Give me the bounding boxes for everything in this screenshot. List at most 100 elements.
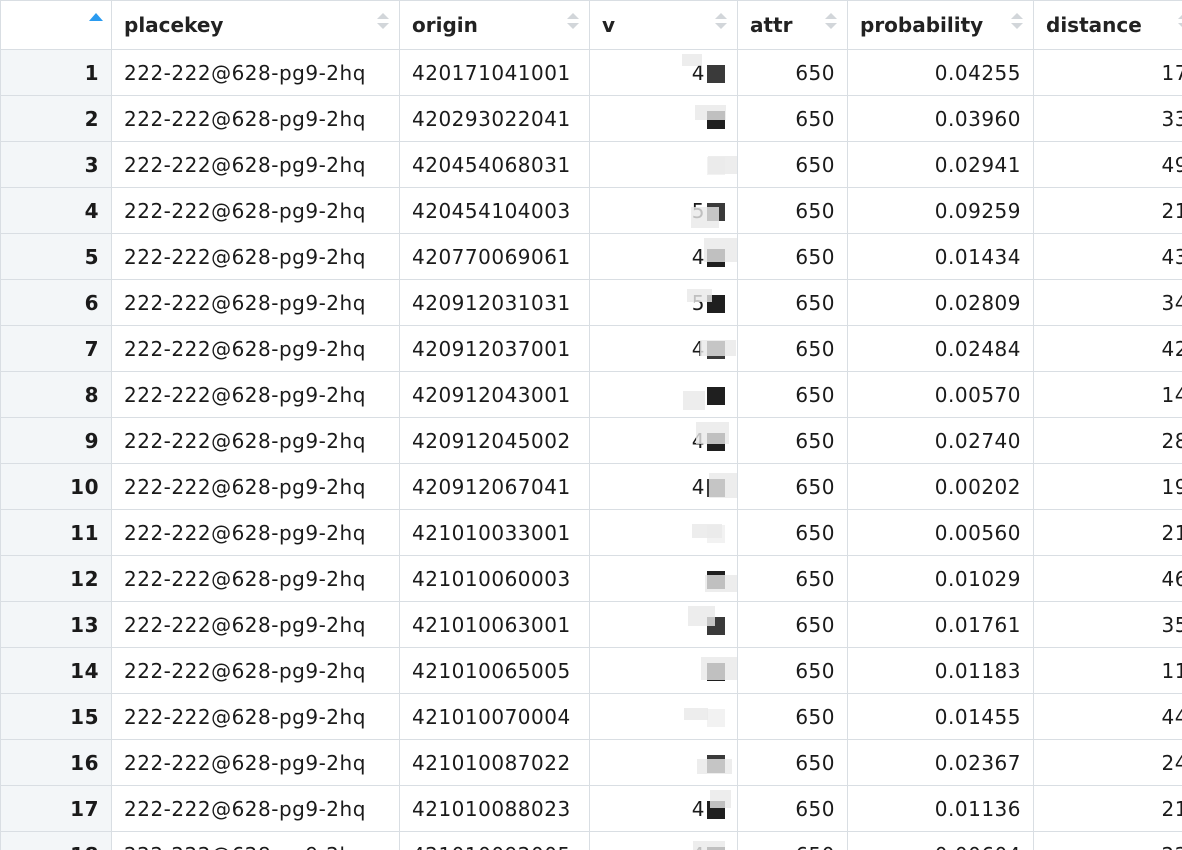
row-index-value: 5 (84, 244, 99, 269)
row-index-value: 11 (70, 520, 99, 545)
cell-placekey-value: 222-222@628-pg9-2hq (124, 612, 366, 637)
table-row[interactable]: 15 222-222@628-pg9-2hq 421010070004 650 0.01… (0, 693, 1182, 740)
table-row[interactable]: 8 222-222@628-pg9-2hq 420912043001 650 0.005… (0, 371, 1182, 418)
cell-origin-value: 421010063001 (412, 612, 571, 637)
cell-v (589, 371, 738, 418)
cell-distance-value: 24 (1161, 750, 1182, 775)
cell-origin: 420912045002 (399, 417, 590, 464)
cell-placekey-value: 222-222@628-pg9-2hq (124, 520, 366, 545)
sort-toggle-icon[interactable] (567, 11, 579, 33)
redaction-smudge (710, 790, 731, 808)
row-index: 6 (0, 279, 112, 326)
sort-toggle-icon[interactable] (825, 11, 837, 33)
table-row[interactable]: 11 222-222@628-pg9-2hq 421010033001 650 0.00… (0, 509, 1182, 556)
column-header-origin[interactable]: origin (399, 0, 590, 50)
cell-probability: 0.02809 (847, 279, 1034, 326)
cell-v (589, 601, 738, 648)
cell-placekey: 222-222@628-pg9-2hq (111, 555, 400, 602)
cell-attr: 650 (737, 785, 848, 832)
cell-probability: 0.09259 (847, 187, 1034, 234)
cell-v (589, 141, 738, 188)
cell-v-value: 4 (691, 60, 705, 85)
cell-probability-value: 0.00570 (934, 382, 1021, 407)
cell-distance-value: 42 (1161, 336, 1182, 361)
sort-toggle-icon[interactable] (715, 11, 727, 33)
cell-distance: 21 (1033, 509, 1182, 556)
cell-attr-value: 650 (795, 796, 835, 821)
column-label-distance: distance (1046, 13, 1142, 37)
table-row[interactable]: 12 222-222@628-pg9-2hq 421010060003 650 0.01… (0, 555, 1182, 602)
cell-distance: 28 (1033, 417, 1182, 464)
cell-attr: 650 (737, 739, 848, 786)
sort-ascending-icon[interactable] (89, 13, 103, 21)
cell-attr-value: 650 (795, 474, 835, 499)
cell-placekey: 222-222@628-pg9-2hq (111, 693, 400, 740)
cell-origin-value: 421010092005 (412, 843, 571, 850)
column-header-index[interactable] (0, 0, 112, 50)
cell-placekey: 222-222@628-pg9-2hq (111, 325, 400, 372)
cell-placekey: 222-222@628-pg9-2hq (111, 371, 400, 418)
row-index-value: 12 (70, 566, 99, 591)
cell-attr: 650 (737, 95, 848, 142)
row-index-value: 3 (84, 152, 99, 177)
table-row[interactable]: 14 222-222@628-pg9-2hq 421010065005 650 0.01… (0, 647, 1182, 694)
sort-toggle-icon[interactable] (1011, 11, 1023, 33)
cell-distance: 42 (1033, 325, 1182, 372)
table-row[interactable]: 17 222-222@628-pg9-2hq 421010088023 4 650 0.0… (0, 785, 1182, 832)
row-index-value: 18 (70, 843, 99, 850)
cell-attr-value: 650 (795, 520, 835, 545)
cell-attr-value: 650 (795, 152, 835, 177)
cell-placekey-value: 222-222@628-pg9-2hq (124, 474, 366, 499)
column-header-distance[interactable]: distance (1033, 0, 1182, 50)
sort-toggle-icon[interactable] (377, 11, 389, 33)
table-row[interactable]: 1 222-222@628-pg9-2hq 420171041001 4 650 0.04… (0, 49, 1182, 96)
redaction-smudge (688, 606, 715, 626)
sort-toggle-icon[interactable] (1178, 11, 1182, 33)
cell-distance: 22 (1033, 831, 1182, 850)
row-index-value: 4 (84, 198, 99, 223)
table-row[interactable]: 10 222-222@628-pg9-2hq 420912067041 4 650 0.0… (0, 463, 1182, 510)
table-row[interactable]: 13 222-222@628-pg9-2hq 421010063001 650 0.01… (0, 601, 1182, 648)
cell-origin: 420293022041 (399, 95, 590, 142)
column-header-placekey[interactable]: placekey (111, 0, 400, 50)
table-row[interactable]: 6 222-222@628-pg9-2hq 420912031031 5 650 0.02… (0, 279, 1182, 326)
table-row[interactable]: 5 222-222@628-pg9-2hq 420770069061 4 650 0.01… (0, 233, 1182, 280)
cell-origin: 420912043001 (399, 371, 590, 418)
cell-probability-value: 0.02941 (934, 152, 1021, 177)
cell-distance: 21 (1033, 785, 1182, 832)
row-index: 7 (0, 325, 112, 372)
cell-origin: 421010070004 (399, 693, 590, 740)
cell-attr-value: 650 (795, 566, 835, 591)
cell-distance-value: 21 (1161, 198, 1182, 223)
table-row[interactable]: 7 222-222@628-pg9-2hq 420912037001 4 650 0.02… (0, 325, 1182, 372)
cell-v (589, 693, 738, 740)
table-row[interactable]: 9 222-222@628-pg9-2hq 420912045002 4 650 0.02… (0, 417, 1182, 464)
table-row[interactable]: 2 222-222@628-pg9-2hq 420293022041 650 0.039… (0, 95, 1182, 142)
cell-distance-value: 46 (1161, 566, 1182, 591)
cell-placekey: 222-222@628-pg9-2hq (111, 831, 400, 850)
cell-v: 5 (589, 279, 738, 326)
table-row[interactable]: 18 222-222@628-pg9-2hq 421010092005 4 650 0.0… (0, 831, 1182, 850)
column-label-v: v (602, 13, 616, 37)
table-row[interactable]: 4 222-222@628-pg9-2hq 420454104003 5 650 0.09… (0, 187, 1182, 234)
cell-origin: 421010065005 (399, 647, 590, 694)
cell-distance-value: 11 (1161, 658, 1182, 683)
cell-v: 4 (589, 233, 738, 280)
row-index-value: 13 (70, 612, 99, 637)
cell-v (589, 509, 738, 556)
cell-distance: 17 (1033, 49, 1182, 96)
cell-distance: 43 (1033, 233, 1182, 280)
column-header-v[interactable]: v (589, 0, 738, 50)
cell-distance: 35 (1033, 601, 1182, 648)
cell-attr: 650 (737, 555, 848, 602)
column-header-probability[interactable]: probability (847, 0, 1034, 50)
redaction-smudge (700, 340, 736, 356)
table-row[interactable]: 3 222-222@628-pg9-2hq 420454068031 650 0.029… (0, 141, 1182, 188)
cell-distance: 14 (1033, 371, 1182, 418)
cell-attr-value: 650 (795, 290, 835, 315)
cell-distance-value: 21 (1161, 520, 1182, 545)
cell-origin-value: 421010070004 (412, 704, 571, 729)
column-header-attr[interactable]: attr (737, 0, 848, 50)
cell-probability: 0.01136 (847, 785, 1034, 832)
table-row[interactable]: 16 222-222@628-pg9-2hq 421010087022 650 0.02… (0, 739, 1182, 786)
